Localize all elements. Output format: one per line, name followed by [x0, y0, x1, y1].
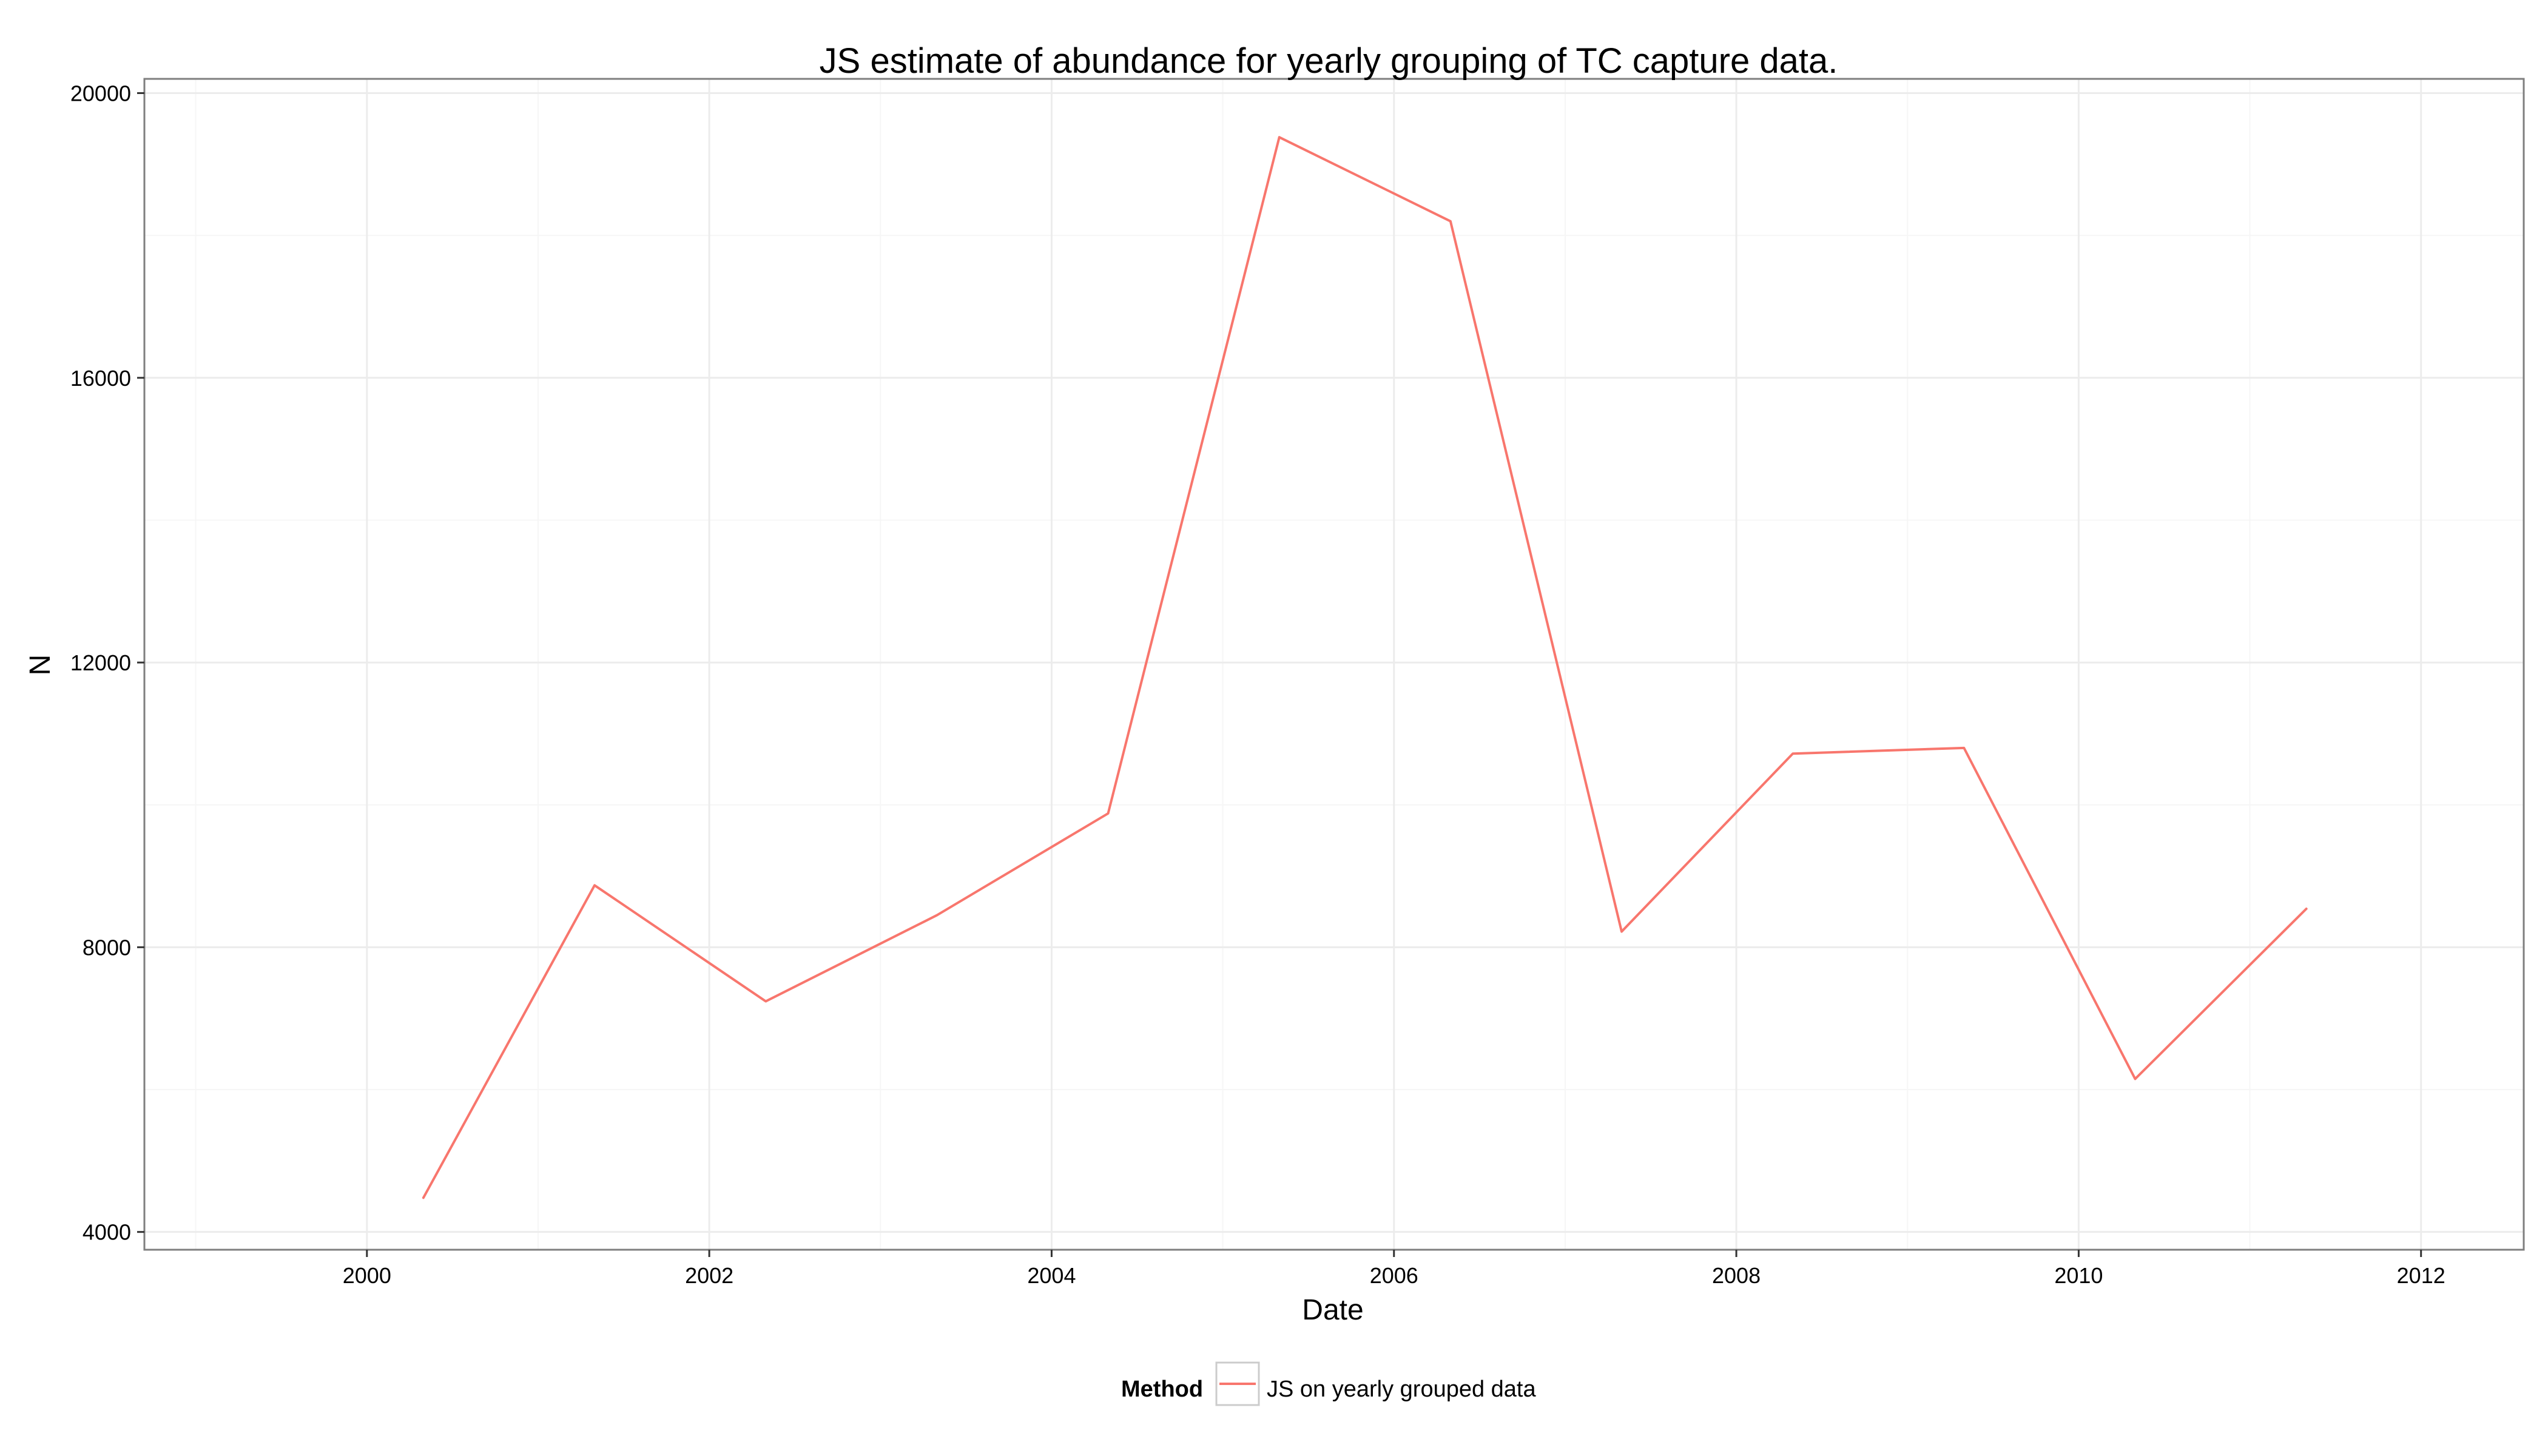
grid-layer — [144, 79, 2524, 1250]
legend-item-label: JS on yearly grouped data — [1267, 1377, 1536, 1402]
panel-border — [143, 78, 2525, 1251]
x-tick-label: 2004 — [1027, 1263, 1076, 1288]
series-point — [1449, 220, 1452, 223]
y-tick-label: 4000 — [83, 1220, 131, 1245]
legend-title: Method — [1121, 1377, 1203, 1402]
y-tick-label: 16000 — [70, 366, 131, 391]
x-tick-label: 2012 — [2397, 1263, 2445, 1288]
series-point — [935, 914, 938, 917]
series-point — [2134, 1077, 2137, 1080]
x-tick-label: 2002 — [685, 1263, 733, 1288]
series-point — [1791, 752, 1794, 755]
series-point — [1107, 812, 1110, 815]
series-point — [1620, 931, 1623, 933]
legend: Method JS on yearly grouped data — [1121, 1361, 1536, 1406]
y-tick-label: 20000 — [70, 81, 131, 106]
x-tick-label: 2010 — [2054, 1263, 2103, 1288]
chart-title: JS estimate of abundance for yearly grou… — [820, 41, 1838, 81]
x-tick-label: 2000 — [343, 1263, 391, 1288]
series-point — [764, 1000, 767, 1003]
series-line — [422, 136, 2308, 1199]
series-point — [593, 884, 596, 886]
y-tick-label: 12000 — [70, 650, 131, 675]
series-point — [2305, 908, 2308, 910]
series-point — [1963, 747, 1965, 749]
series-point — [422, 1196, 425, 1199]
series-layer — [422, 136, 2308, 1199]
x-tick-label: 2006 — [1370, 1263, 1418, 1288]
x-tick-label: 2008 — [1712, 1263, 1761, 1288]
x-axis-title: Date — [1302, 1294, 1363, 1326]
series-point — [1278, 136, 1281, 138]
y-tick-label: 8000 — [83, 935, 131, 960]
axis-layer: 2000 2002 2004 2006 2008 2010 2012 4000 8000 1200… — [70, 81, 2445, 1288]
y-axis-title: N — [24, 655, 56, 676]
